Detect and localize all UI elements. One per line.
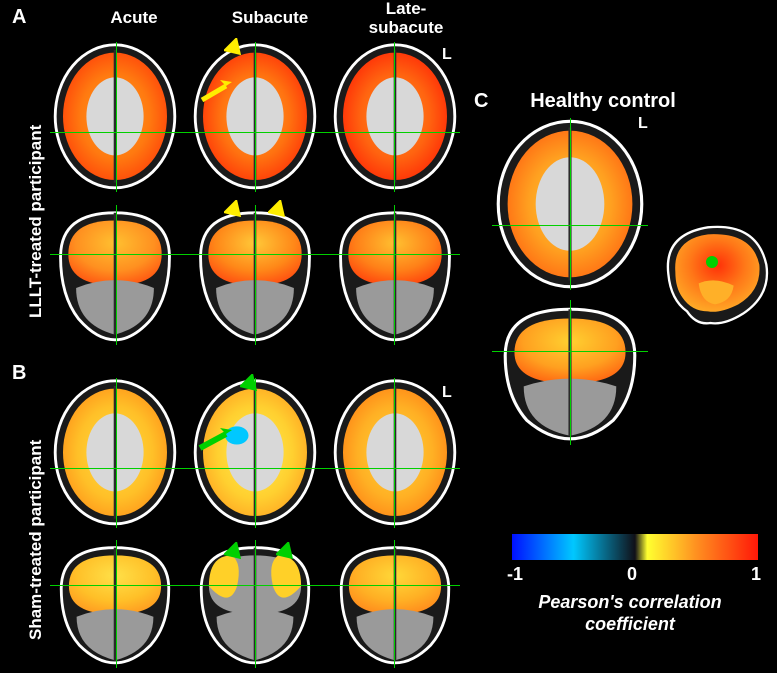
arrow-a-1	[224, 38, 244, 58]
brain-c-sagittal	[656, 218, 774, 330]
panel-label-b: B	[12, 362, 26, 385]
brain-b-axial-subacute	[190, 378, 320, 528]
panel-label-a: A	[12, 6, 26, 29]
col-header-acute: Acute	[64, 8, 204, 28]
brain-b-coronal-acute	[50, 540, 180, 668]
brain-a-axial-subacute	[190, 42, 320, 192]
brain-c-axial	[492, 118, 648, 290]
brain-b-axial-acute	[50, 378, 180, 528]
colorbar-tick-0: 0	[622, 564, 642, 585]
brain-b-coronal-subacute	[190, 540, 320, 668]
colorbar-tick-neg1: -1	[500, 564, 530, 585]
col-header-late-line2: subacute	[369, 18, 444, 37]
seed-dot	[706, 256, 718, 268]
arrow-a-2	[200, 80, 234, 104]
col-header-late-subacute: Late- subacute	[336, 0, 476, 37]
arrow-b-2	[198, 428, 234, 452]
brain-c-coronal	[492, 300, 648, 445]
arrow-a-4	[268, 200, 288, 220]
brain-a-coronal-late	[330, 205, 460, 345]
arrow-b-3	[224, 542, 244, 562]
brain-b-coronal-late	[330, 540, 460, 668]
colorbar-gradient	[512, 534, 758, 560]
brain-b-axial-late	[330, 378, 460, 528]
col-header-subacute: Subacute	[200, 8, 340, 28]
row-label-a: LLLT-treated participant	[26, 78, 46, 318]
arrow-a-3	[224, 200, 244, 220]
colorbar-label-line2: coefficient	[585, 614, 675, 634]
brain-a-coronal-acute	[50, 205, 180, 345]
arrow-b-1	[240, 374, 260, 394]
brain-a-coronal-subacute	[190, 205, 320, 345]
colorbar	[512, 534, 758, 560]
brain-a-axial-late	[330, 42, 460, 192]
col-header-late-line1: Late-	[386, 0, 427, 18]
panel-c-title: Healthy control	[498, 90, 708, 113]
brain-a-axial-acute	[50, 42, 180, 192]
colorbar-label: Pearson's correlation coefficient	[490, 592, 770, 635]
colorbar-label-line1: Pearson's correlation	[538, 592, 721, 612]
panel-label-c: C	[474, 90, 488, 113]
arrow-b-4	[276, 542, 296, 562]
colorbar-tick-1: 1	[746, 564, 766, 585]
row-label-b: Sham-treated participant	[26, 400, 46, 640]
